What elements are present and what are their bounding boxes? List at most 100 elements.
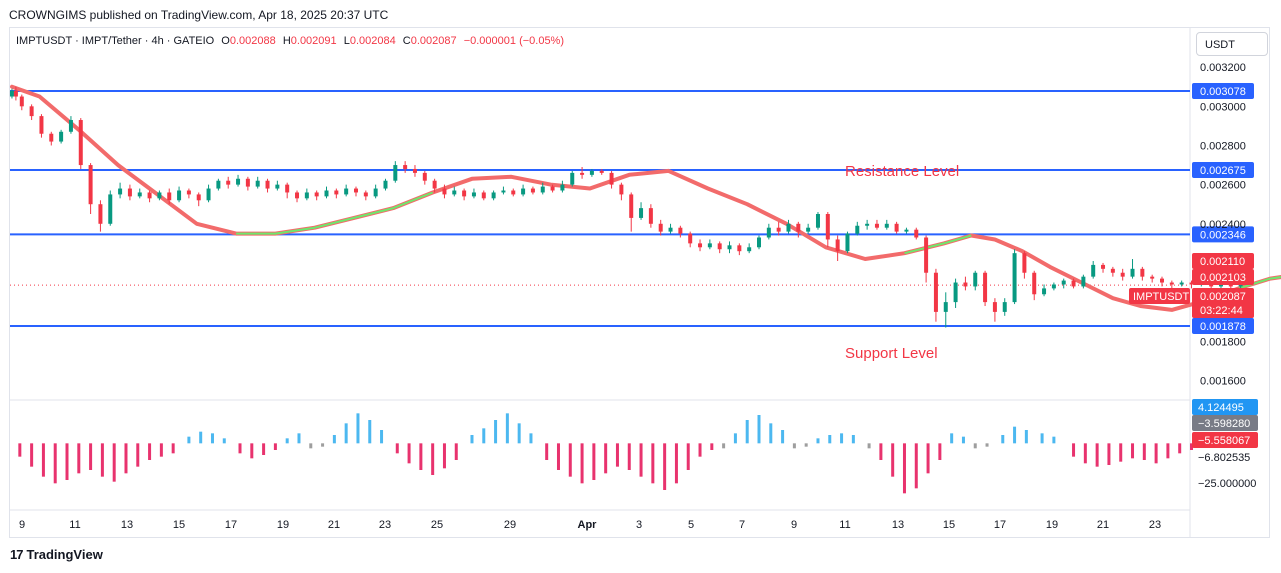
candle-body <box>1002 302 1007 312</box>
histogram-bar <box>580 443 584 484</box>
histogram-bar <box>639 443 643 477</box>
candle-body <box>1218 284 1223 287</box>
candle-body <box>9 90 14 97</box>
symbol-info: IMPTUSDT · IMPT/Tether · 4h · GATEIO <box>16 35 215 47</box>
candle-body <box>245 178 250 187</box>
candle-body <box>403 165 408 169</box>
histogram-bar <box>321 443 325 447</box>
histogram-bar <box>769 423 773 444</box>
time-tick-label: 19 <box>277 519 289 531</box>
level-tag <box>1192 226 1254 243</box>
candle-body <box>1042 288 1047 295</box>
low-label: L <box>343 35 350 47</box>
candle-body <box>422 172 427 181</box>
candle-body <box>766 227 771 238</box>
time-tick-label: 19 <box>1046 519 1058 531</box>
histogram-bar <box>545 443 549 460</box>
histogram-bar <box>879 443 883 460</box>
candle-body <box>363 192 368 197</box>
high-label: H <box>282 35 291 47</box>
histogram-bar <box>77 443 81 474</box>
price-tick-label: 0.002400 <box>1200 219 1246 231</box>
histogram-bar <box>604 443 608 474</box>
publisher-header: CROWNGIMS published on TradingView.com, … <box>9 8 389 22</box>
candle-body <box>629 194 634 218</box>
candle-body <box>196 194 201 201</box>
candle-body <box>1110 268 1115 273</box>
candle-body <box>825 214 830 240</box>
histogram-bar <box>851 435 855 444</box>
currency-selector[interactable]: USDT <box>1196 32 1268 56</box>
candle-body <box>904 229 909 232</box>
low-value: 0.002084 <box>349 35 396 47</box>
annotations: Resistance Level Support Level <box>845 163 959 362</box>
histogram-bar <box>781 430 785 444</box>
candle-body <box>491 192 496 199</box>
time-axis: 9 11 13 15 17 19 21 23 25 29 Apr 3 5 7 9 11 13 15 17 19 21 23 <box>19 519 1161 531</box>
histogram-bar <box>65 443 69 480</box>
candle-body <box>452 190 457 195</box>
candle-body <box>845 233 850 252</box>
time-tick-label: 13 <box>121 519 133 531</box>
histogram-bar <box>419 443 423 470</box>
histogram-bar <box>1095 443 1099 467</box>
candle-body <box>914 229 919 238</box>
candle-body <box>786 223 791 232</box>
candle-body <box>924 237 929 273</box>
histogram-bar <box>1013 426 1017 444</box>
histogram-bar <box>505 413 509 444</box>
histogram-bar <box>30 443 34 467</box>
level-tag <box>1192 161 1254 178</box>
histogram-bar <box>722 443 726 449</box>
histogram-bar <box>368 420 372 444</box>
histogram-bar <box>100 443 104 477</box>
histogram-bar <box>210 433 214 444</box>
histogram-bar <box>891 443 895 477</box>
histogram-bar <box>148 443 152 460</box>
price-tag <box>1192 269 1254 285</box>
symbol-tag-label: IMPTUSDT <box>1133 291 1190 303</box>
histogram-bar <box>273 443 277 450</box>
ma-up-segment <box>1238 276 1281 290</box>
osc-tag <box>1192 415 1258 431</box>
histogram-bar <box>568 443 572 477</box>
histogram-bar <box>159 443 163 457</box>
candle-body <box>953 282 958 303</box>
candle-body <box>992 302 997 312</box>
candle-body <box>580 172 585 175</box>
candle-body <box>737 245 742 252</box>
histogram-bar <box>529 433 533 444</box>
candle-body <box>481 192 486 199</box>
candle-body <box>462 190 467 197</box>
time-tick-label: 9 <box>19 519 25 531</box>
histogram-bar <box>950 433 954 444</box>
candle-body <box>1061 280 1066 285</box>
candle-body <box>13 90 18 97</box>
candle-body <box>471 192 476 197</box>
candle-body <box>68 120 73 132</box>
high-value: 0.002091 <box>290 35 337 47</box>
candle-body <box>1150 276 1155 279</box>
histogram-bar <box>89 443 93 470</box>
candle-body <box>127 188 132 197</box>
candle-body <box>206 188 211 201</box>
histogram-bar <box>470 435 474 444</box>
candle-body <box>314 192 319 197</box>
candle-body <box>265 180 270 189</box>
histogram-bar <box>867 443 871 449</box>
candle-body <box>1120 272 1125 277</box>
open-label: O <box>221 35 230 47</box>
histogram-bar <box>902 443 906 494</box>
candle-body <box>943 302 948 312</box>
histogram-bar <box>1083 443 1087 464</box>
candle-body <box>727 245 732 250</box>
candle-body <box>236 178 241 185</box>
candle-body <box>963 282 968 287</box>
price-tag-label: 0.002087 <box>1200 291 1246 303</box>
candle-body <box>589 170 594 175</box>
tradingview-brand[interactable]: 17 TradingView <box>10 547 103 562</box>
histogram-bar <box>840 433 844 444</box>
osc-tag <box>1192 432 1258 448</box>
histogram-bar <box>1189 443 1193 450</box>
